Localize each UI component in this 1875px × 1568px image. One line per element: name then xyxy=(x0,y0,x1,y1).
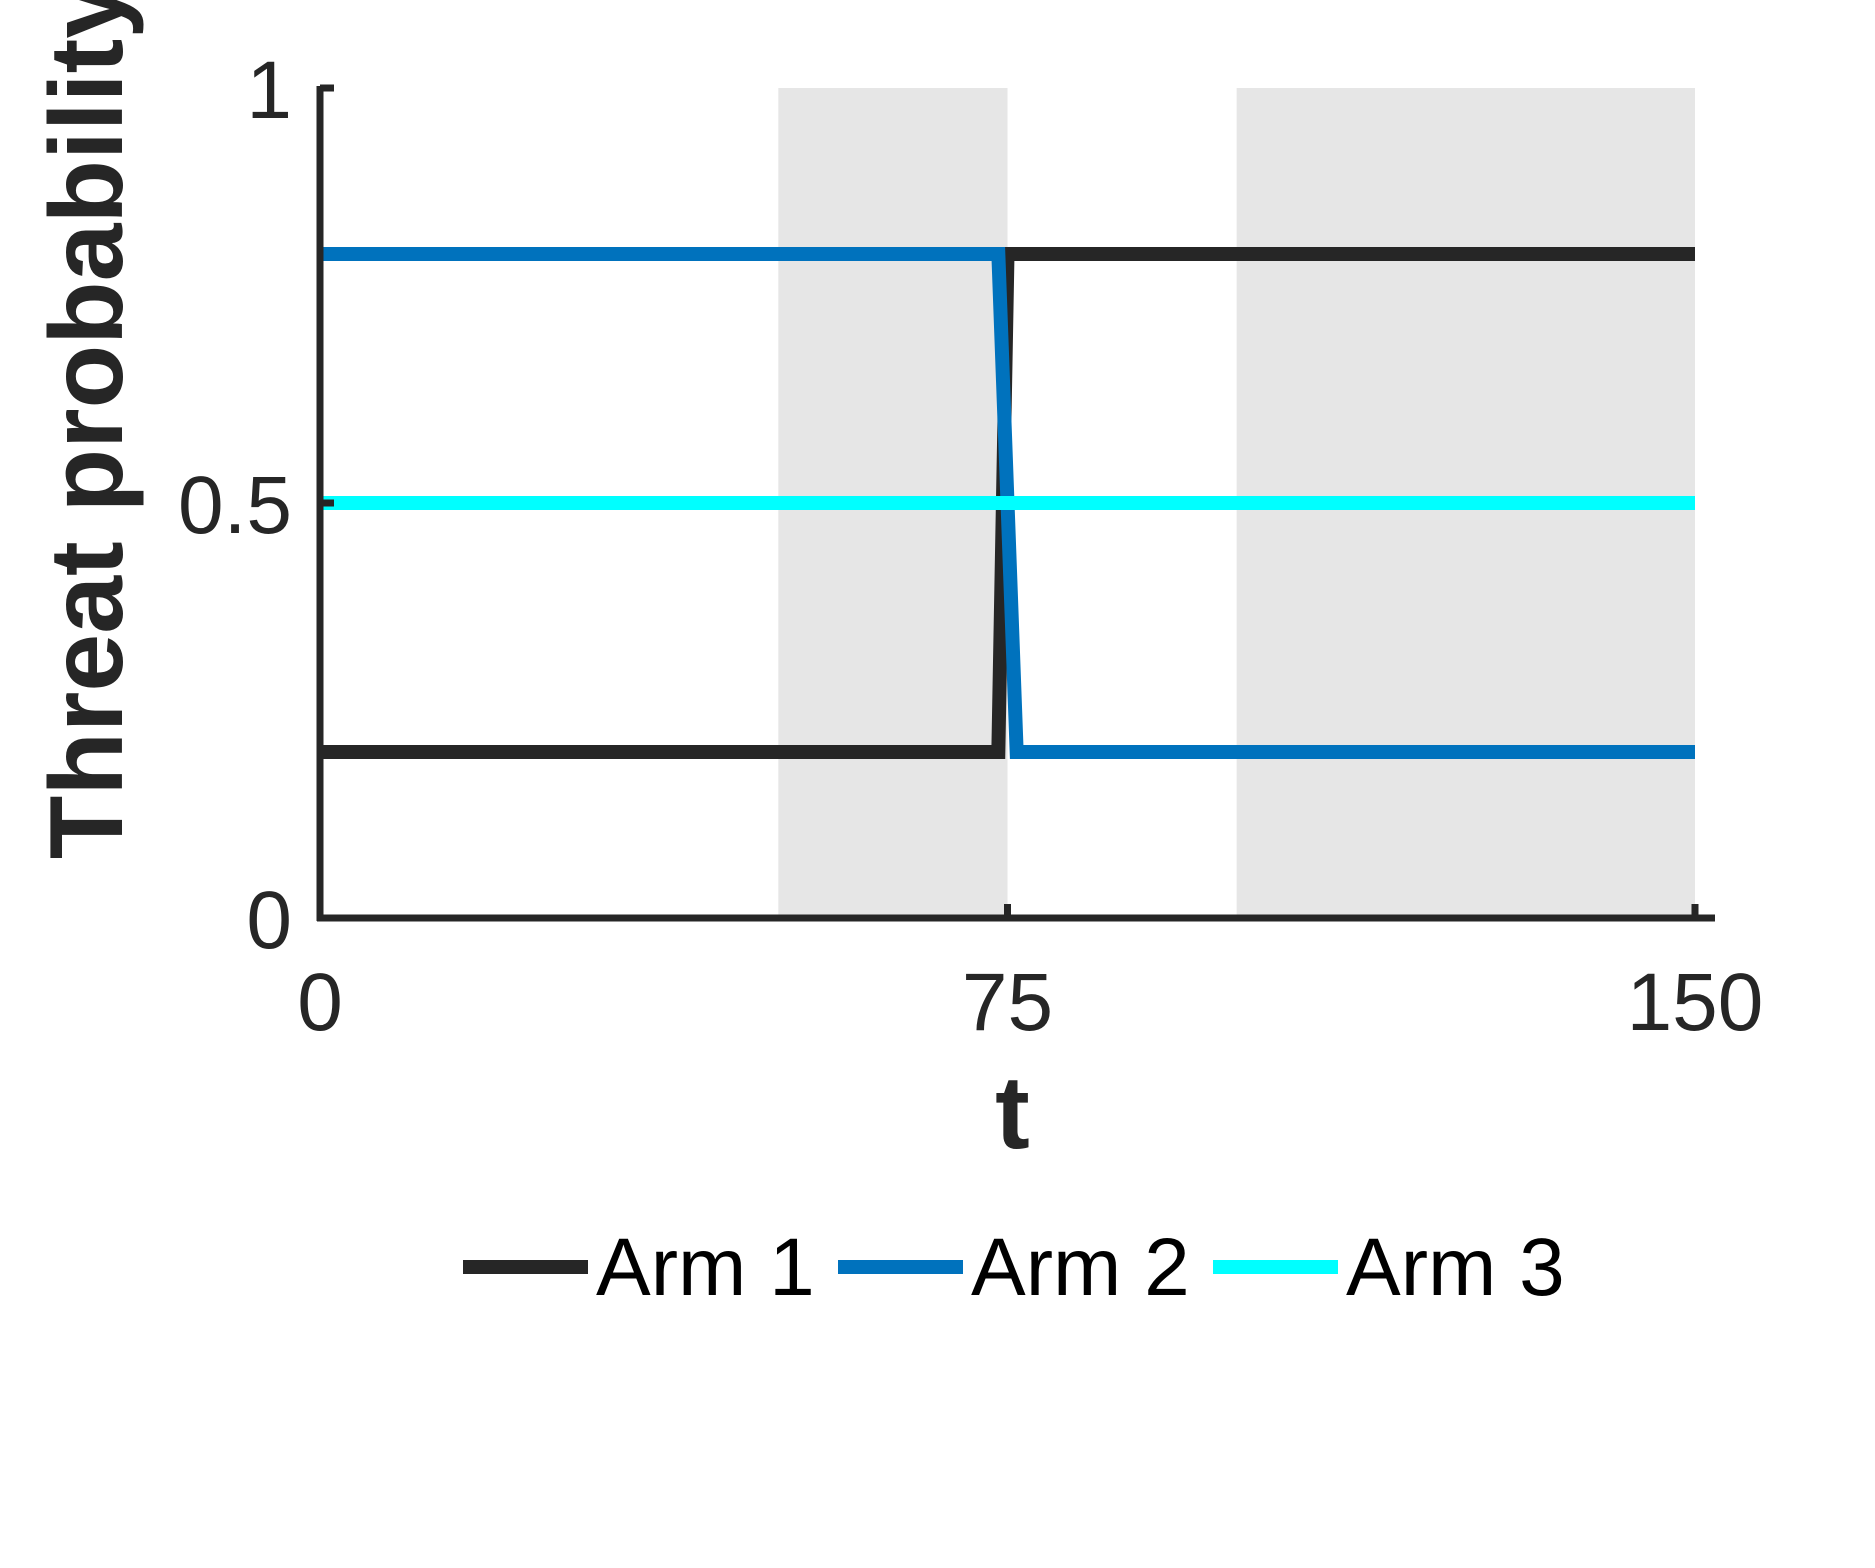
y-axis-title: Threat probability xyxy=(29,0,145,859)
legend-label-arm-1: Arm 1 xyxy=(596,1222,815,1313)
y-tick-label: 1 xyxy=(246,45,292,136)
x-tick-label: 75 xyxy=(962,957,1053,1048)
x-axis-title: t xyxy=(995,1055,1030,1171)
legend-label-arm-2: Arm 2 xyxy=(971,1222,1190,1313)
y-tick-label: 0 xyxy=(246,875,292,966)
legend-label-arm-3: Arm 3 xyxy=(1346,1222,1565,1313)
x-tick-labels: 0 75 150 xyxy=(297,957,1763,1048)
x-tick-label: 0 xyxy=(297,957,343,1048)
axes xyxy=(316,84,1715,922)
y-tick-label: 0.5 xyxy=(178,460,292,551)
legend: Arm 1 Arm 2 Arm 3 xyxy=(463,1222,1565,1313)
x-tick-label: 150 xyxy=(1627,957,1764,1048)
series-lines xyxy=(320,247,1695,759)
y-tick-labels: 00.51 xyxy=(178,45,292,966)
